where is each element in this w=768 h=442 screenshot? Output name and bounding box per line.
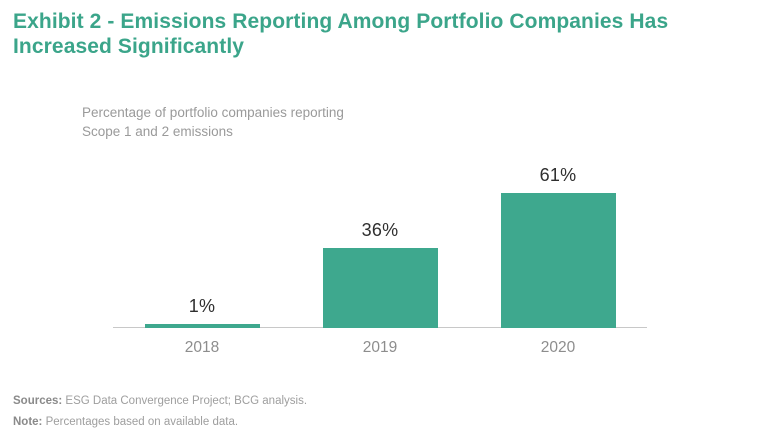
x-tick-2018: 2018 <box>184 339 220 356</box>
exhibit-title: Exhibit 2 - Emissions Reporting Among Po… <box>13 10 669 58</box>
bar-group-2019: 36% 2019 <box>291 57 469 356</box>
note-label: Note: <box>13 416 43 428</box>
note-line: Note: Percentages based on available dat… <box>13 412 307 433</box>
bar-2020 <box>500 193 616 328</box>
value-label-2019: 36% <box>361 220 399 240</box>
bar-chart: 1% 2018 36% 2019 61% 2020 <box>113 57 647 356</box>
sources-line: Sources: ESG Data Convergence Project; B… <box>13 391 307 412</box>
chart-subtitle: Percentage of portfolio companies report… <box>82 105 344 139</box>
footnotes: Sources: ESG Data Convergence Project; B… <box>13 391 307 433</box>
bar-2018 <box>144 324 260 328</box>
x-tick-2020: 2020 <box>540 339 576 356</box>
sources-label: Sources: <box>13 395 63 407</box>
value-label-2020: 61% <box>539 165 577 185</box>
value-label-2018: 1% <box>188 296 216 316</box>
note-text: Percentages based on available data. <box>42 416 239 428</box>
sources-text: ESG Data Convergence Project; BCG analys… <box>62 395 308 407</box>
bar-group-2018: 1% 2018 <box>113 57 291 356</box>
x-tick-2019: 2019 <box>362 339 398 356</box>
bar-group-2020: 61% 2020 <box>469 57 647 356</box>
bar-2019 <box>322 248 438 328</box>
